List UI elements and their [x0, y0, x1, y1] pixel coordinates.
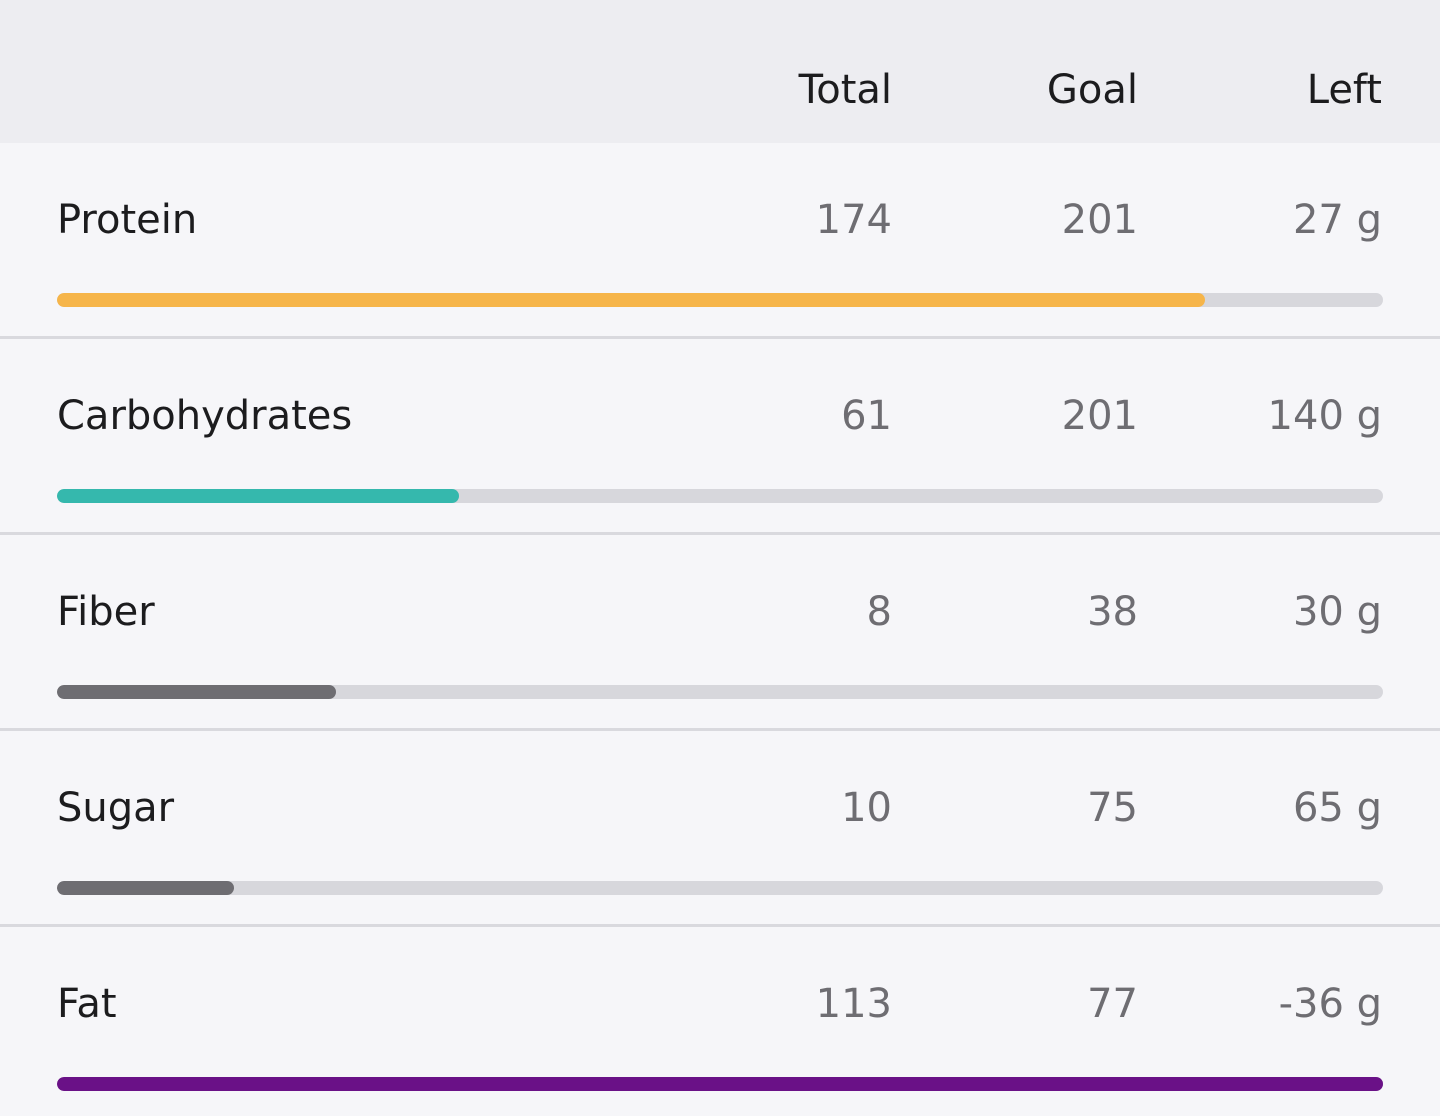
table-body: Protein 174 201 27 g Carbohydrates 61 201 140 g…: [0, 143, 1440, 1115]
nutrient-goal: 38: [1087, 589, 1138, 635]
nutrient-name: Protein: [57, 197, 198, 243]
nutrient-goal: 201: [1061, 393, 1138, 439]
progress-track: [57, 685, 1383, 699]
progress-track: [57, 881, 1383, 895]
nutrient-total: 8: [866, 589, 892, 635]
progress-track: [57, 293, 1383, 307]
nutrient-name: Carbohydrates: [57, 393, 353, 439]
nutrient-left: 140 g: [1267, 393, 1382, 439]
nutrient-row: Fiber 8 38 30 g: [0, 532, 1440, 728]
column-header: Left: [1306, 67, 1382, 113]
nutrient-goal: 75: [1087, 785, 1138, 831]
nutrient-row: Fat 113 77 -36 g: [0, 924, 1440, 1115]
table-header: Total Goal Left: [0, 0, 1440, 143]
nutrient-name: Sugar: [57, 785, 175, 831]
nutrient-goal: 77: [1087, 981, 1138, 1027]
nutrient-name: Fiber: [57, 589, 155, 635]
nutrient-left: -36 g: [1278, 981, 1382, 1027]
progress-bar: [57, 293, 1205, 307]
progress-track: [57, 489, 1383, 503]
nutrient-total: 61: [841, 393, 892, 439]
progress-bar: [57, 881, 234, 895]
column-header: Total: [798, 67, 892, 113]
nutrient-left: 27 g: [1292, 197, 1382, 243]
nutrient-row: Protein 174 201 27 g: [0, 143, 1440, 336]
nutrient-left: 30 g: [1292, 589, 1382, 635]
progress-bar: [57, 685, 337, 699]
column-header: Goal: [1046, 67, 1138, 113]
nutrient-total: 174: [815, 197, 892, 243]
progress-track: [57, 1077, 1383, 1091]
nutrient-row: Carbohydrates 61 201 140 g: [0, 336, 1440, 532]
progress-bar: [57, 489, 460, 503]
nutrient-row: Sugar 10 75 65 g: [0, 728, 1440, 924]
progress-bar: [57, 1077, 1383, 1091]
nutrient-left: 65 g: [1292, 785, 1382, 831]
nutrient-total: 113: [815, 981, 892, 1027]
nutrient-name: Fat: [57, 981, 117, 1027]
nutrient-goal: 201: [1061, 197, 1138, 243]
nutrient-total: 10: [841, 785, 892, 831]
